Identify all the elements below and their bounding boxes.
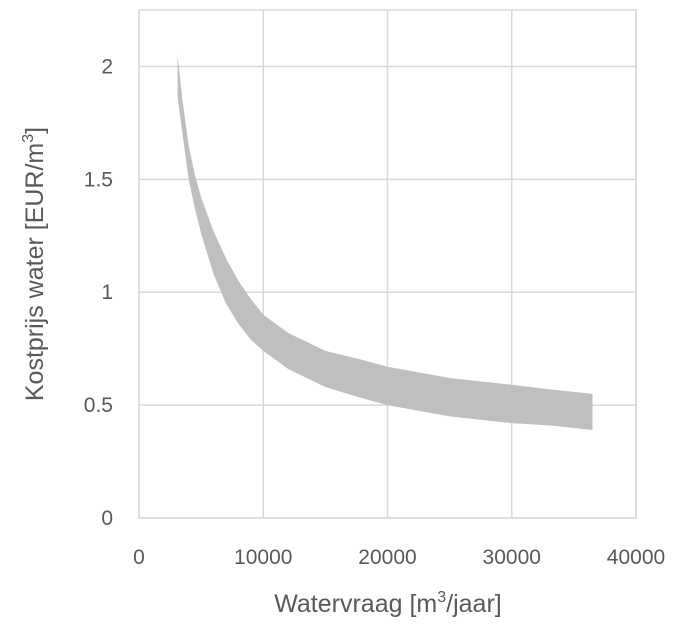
x-axis-ticks: 0 10000 20000 30000 40000 <box>133 546 665 569</box>
y-tick-label: 2 <box>101 55 113 78</box>
y-tick-label: 1.5 <box>84 168 113 191</box>
y-axis-title: Kostprijs water [EUR/m3] <box>20 127 49 401</box>
x-tick-label: 10000 <box>234 546 292 569</box>
x-tick-label: 40000 <box>607 546 665 569</box>
y-tick-label: 0.5 <box>84 394 113 417</box>
x-tick-label: 30000 <box>483 546 541 569</box>
cost-band <box>177 55 593 430</box>
y-tick-label: 0 <box>101 507 113 530</box>
y-tick-label: 1 <box>101 281 113 304</box>
cost-range-band <box>177 55 593 430</box>
y-axis-ticks: 0 0.5 1 1.5 2 <box>84 55 113 530</box>
plot-frame <box>138 9 637 519</box>
x-tick-label: 0 <box>133 546 145 569</box>
x-axis-title: Watervraag [m3/jaar] <box>274 589 502 618</box>
x-tick-label: 20000 <box>358 546 416 569</box>
